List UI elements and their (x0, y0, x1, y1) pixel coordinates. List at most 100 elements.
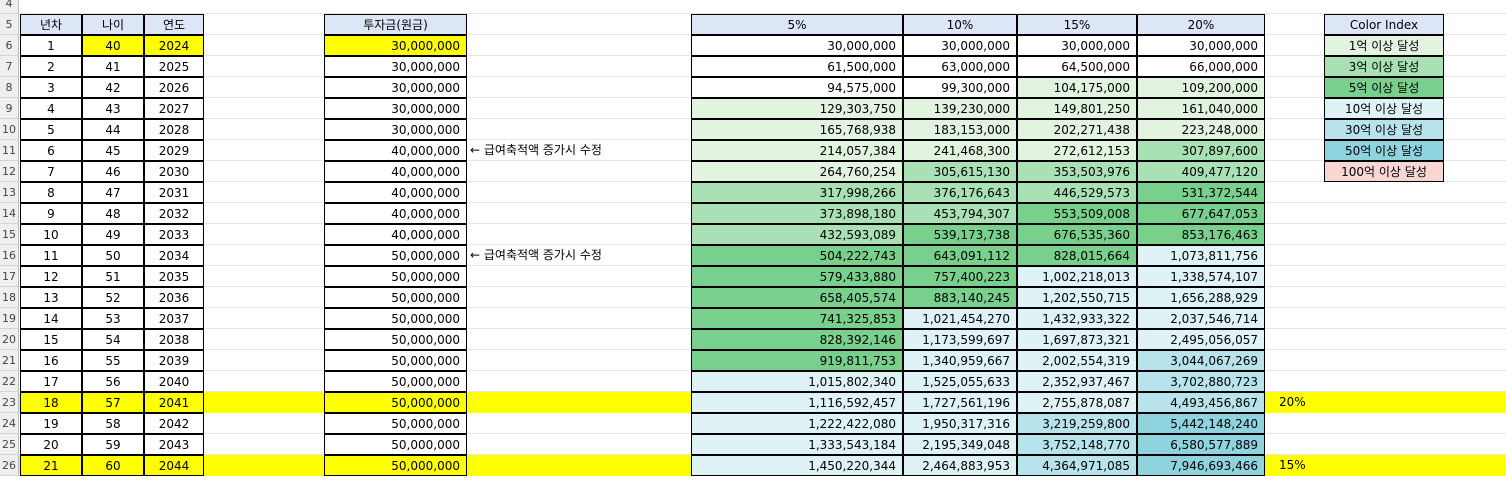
cell-rate-value[interactable]: 1,450,220,344 (691, 455, 903, 476)
cell-investment[interactable]: 50,000,000 (324, 413, 467, 434)
cell-year-index[interactable]: 6 (20, 140, 82, 161)
cell-rate-value[interactable]: 2,195,349,048 (903, 434, 1017, 455)
cell-rate-value[interactable]: 1,116,592,457 (691, 392, 903, 413)
cell-rate-value[interactable]: 1,173,599,697 (903, 329, 1017, 350)
row-header[interactable]: 12 (0, 161, 19, 182)
cell-rate-value[interactable]: 828,392,146 (691, 329, 903, 350)
cell-rate-value[interactable]: 214,057,384 (691, 140, 903, 161)
cell-year-index[interactable]: 16 (20, 350, 82, 371)
cell-rate-value[interactable]: 202,271,438 (1017, 119, 1137, 140)
cell-year[interactable]: 2040 (144, 371, 204, 392)
cell-rate-value[interactable]: 3,219,259,800 (1017, 413, 1137, 434)
cell-investment[interactable]: 50,000,000 (324, 266, 467, 287)
cell-year-index[interactable]: 2 (20, 56, 82, 77)
cell-rate-value[interactable]: 104,175,000 (1017, 77, 1137, 98)
row-header[interactable]: 7 (0, 56, 19, 77)
cell-age[interactable]: 45 (82, 140, 144, 161)
row-header[interactable]: 21 (0, 350, 19, 371)
row-header[interactable]: 18 (0, 287, 19, 308)
cell-rate-value[interactable]: 64,500,000 (1017, 56, 1137, 77)
cell-age[interactable]: 58 (82, 413, 144, 434)
cell-rate-value[interactable]: 1,697,873,321 (1017, 329, 1137, 350)
cell-rate-value[interactable]: 1,002,218,013 (1017, 266, 1137, 287)
cell-investment[interactable]: 50,000,000 (324, 455, 467, 476)
cell-rate-value[interactable]: 4,364,971,085 (1017, 455, 1137, 476)
cell-rate-value[interactable]: 1,333,543,184 (691, 434, 903, 455)
cell-year[interactable]: 2039 (144, 350, 204, 371)
row-header[interactable]: 16 (0, 245, 19, 266)
row-header[interactable]: 11 (0, 140, 19, 161)
row-header[interactable]: 25 (0, 434, 19, 455)
cell-rate-value[interactable]: 553,509,008 (1017, 203, 1137, 224)
cell-rate-value[interactable]: 1,950,317,316 (903, 413, 1017, 434)
cell-year[interactable]: 2044 (144, 455, 204, 476)
cell-year[interactable]: 2030 (144, 161, 204, 182)
cell-rate-value[interactable]: 677,647,053 (1137, 203, 1265, 224)
cell-rate-value[interactable]: 1,015,802,340 (691, 371, 903, 392)
cell-year[interactable]: 2038 (144, 329, 204, 350)
cell-year-index[interactable]: 11 (20, 245, 82, 266)
cell-rate-value[interactable]: 66,000,000 (1137, 56, 1265, 77)
cell-rate-value[interactable]: 1,202,550,715 (1017, 287, 1137, 308)
cell-investment[interactable]: 50,000,000 (324, 434, 467, 455)
cell-age[interactable]: 47 (82, 182, 144, 203)
cell-rate-value[interactable]: 317,998,266 (691, 182, 903, 203)
cell-rate-value[interactable]: 531,372,544 (1137, 182, 1265, 203)
cell-year[interactable]: 2043 (144, 434, 204, 455)
cell-year-index[interactable]: 3 (20, 77, 82, 98)
cell-year-index[interactable]: 7 (20, 161, 82, 182)
cell-rate-value[interactable]: 2,755,878,087 (1017, 392, 1137, 413)
cell-investment[interactable]: 50,000,000 (324, 245, 467, 266)
cell-rate-value[interactable]: 63,000,000 (903, 56, 1017, 77)
cell-rate-value[interactable]: 2,464,883,953 (903, 455, 1017, 476)
cell-year[interactable]: 2033 (144, 224, 204, 245)
cell-year-index[interactable]: 14 (20, 308, 82, 329)
cell-rate-value[interactable]: 6,580,577,889 (1137, 434, 1265, 455)
color-index-title[interactable]: Color Index (1324, 14, 1444, 35)
row-header[interactable]: 9 (0, 98, 19, 119)
cell-rate-value[interactable]: 7,946,693,466 (1137, 455, 1265, 476)
row-header[interactable]: 20 (0, 329, 19, 350)
cell-rate-value[interactable]: 2,037,546,714 (1137, 308, 1265, 329)
cell-rate-value[interactable]: 161,040,000 (1137, 98, 1265, 119)
cell-rate-value[interactable]: 1,727,561,196 (903, 392, 1017, 413)
cell-year-index[interactable]: 19 (20, 413, 82, 434)
cell-age[interactable]: 60 (82, 455, 144, 476)
cell-rate-value[interactable]: 61,500,000 (691, 56, 903, 77)
cell-year[interactable]: 2025 (144, 56, 204, 77)
cell-year-index[interactable]: 15 (20, 329, 82, 350)
cell-investment[interactable]: 30,000,000 (324, 98, 467, 119)
cell-rate-value[interactable]: 2,002,554,319 (1017, 350, 1137, 371)
cell-rate-value[interactable]: 30,000,000 (691, 35, 903, 56)
row-header[interactable]: 6 (0, 35, 19, 56)
cell-rate-value[interactable]: 3,702,880,723 (1137, 371, 1265, 392)
cell-rate-value[interactable]: 453,794,307 (903, 203, 1017, 224)
cell-age[interactable]: 48 (82, 203, 144, 224)
cell-rate-value[interactable]: 3,752,148,770 (1017, 434, 1137, 455)
cell-year[interactable]: 2035 (144, 266, 204, 287)
cell-rate-value[interactable]: 305,615,130 (903, 161, 1017, 182)
cell-rate-value[interactable]: 676,535,360 (1017, 224, 1137, 245)
cell-rate-value[interactable]: 539,173,738 (903, 224, 1017, 245)
cell-year[interactable]: 2034 (144, 245, 204, 266)
cell-year[interactable]: 2041 (144, 392, 204, 413)
cell-age[interactable]: 41 (82, 56, 144, 77)
cell-rate-value[interactable]: 1,340,959,667 (903, 350, 1017, 371)
cell-age[interactable]: 50 (82, 245, 144, 266)
cell-year-index[interactable]: 9 (20, 203, 82, 224)
cell-investment[interactable]: 30,000,000 (324, 56, 467, 77)
cell-investment[interactable]: 50,000,000 (324, 287, 467, 308)
cell-year-index[interactable]: 17 (20, 371, 82, 392)
row-header[interactable]: 15 (0, 224, 19, 245)
cell-rate-value[interactable]: 94,575,000 (691, 77, 903, 98)
cell-rate-value[interactable]: 30,000,000 (1137, 35, 1265, 56)
cell-rate-value[interactable]: 853,176,463 (1137, 224, 1265, 245)
color-index-item[interactable]: 5억 이상 달성 (1324, 77, 1444, 98)
cell-rate-value[interactable]: 241,468,300 (903, 140, 1017, 161)
cell-investment[interactable]: 50,000,000 (324, 371, 467, 392)
cell-year[interactable]: 2037 (144, 308, 204, 329)
cell-investment[interactable]: 30,000,000 (324, 77, 467, 98)
row-header[interactable]: 4 (0, 0, 19, 14)
cell-rate-value[interactable]: 4,493,456,867 (1137, 392, 1265, 413)
cell-year-index[interactable]: 10 (20, 224, 82, 245)
